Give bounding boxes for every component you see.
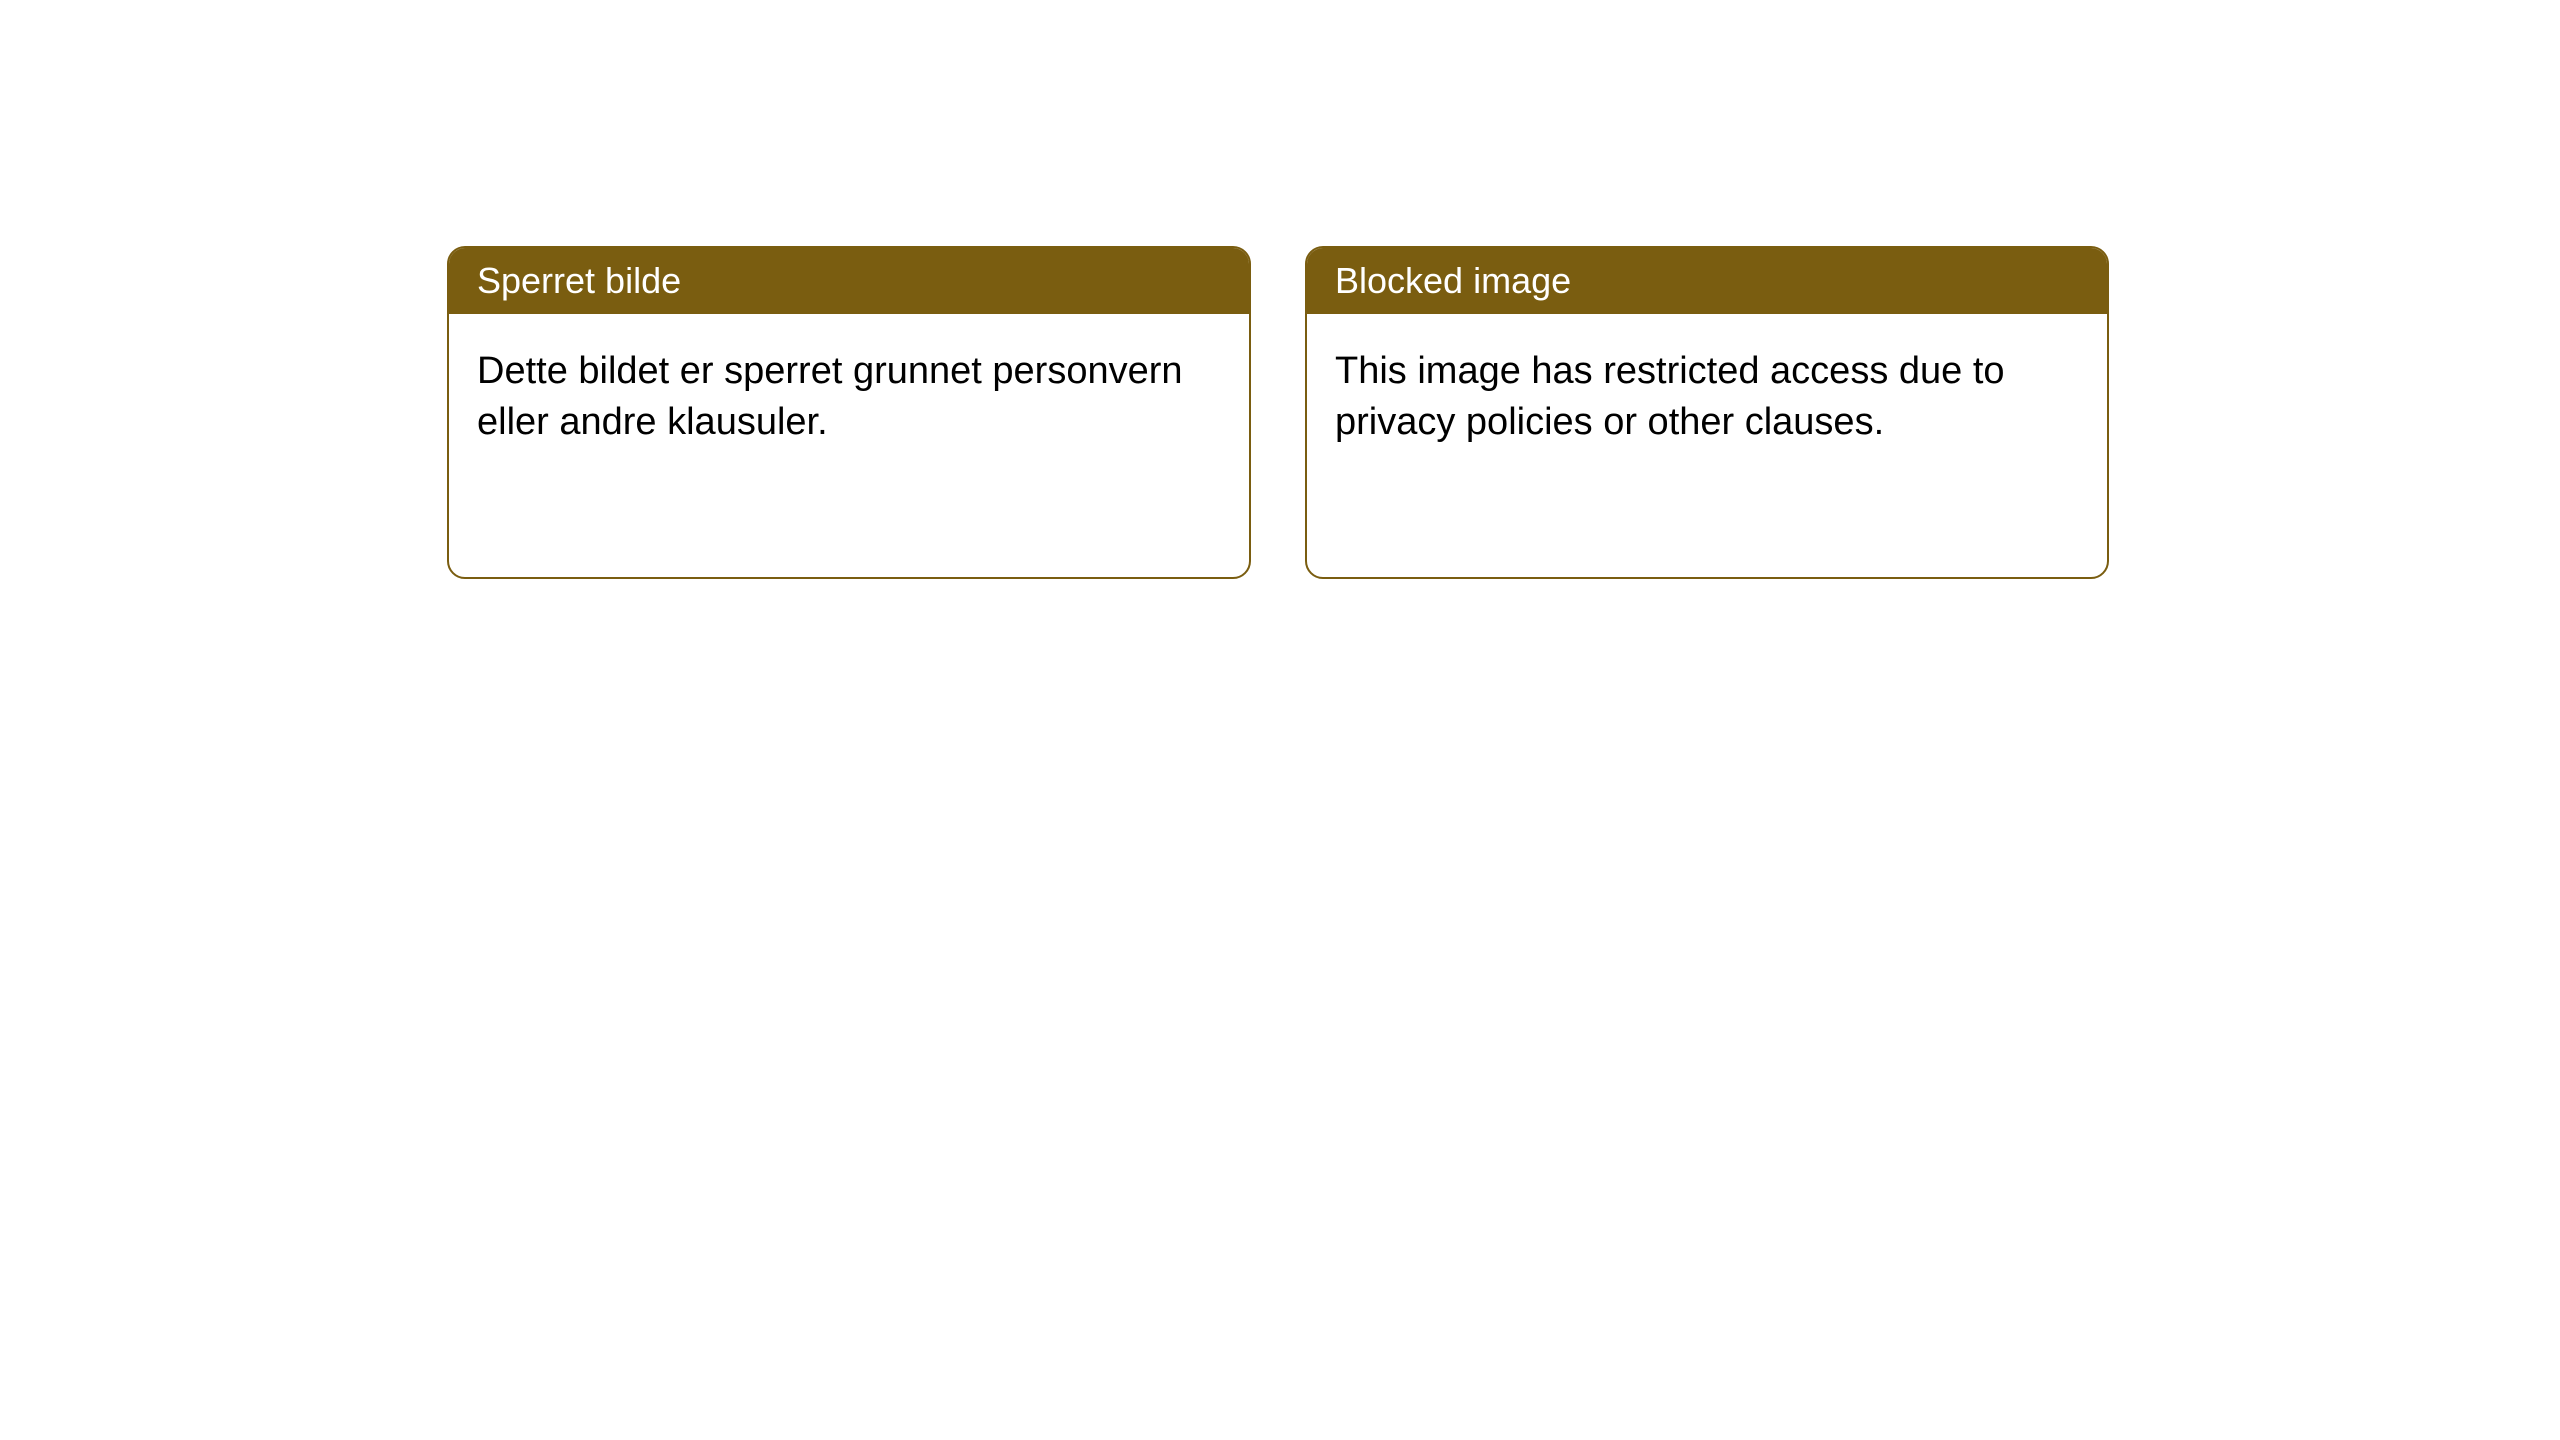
card-body: This image has restricted access due to …: [1307, 314, 2107, 481]
blocked-card-english: Blocked image This image has restricted …: [1305, 246, 2109, 579]
card-title: Blocked image: [1335, 260, 1571, 301]
card-header: Blocked image: [1307, 248, 2107, 314]
card-title: Sperret bilde: [477, 260, 681, 301]
cards-container: Sperret bilde Dette bildet er sperret gr…: [447, 246, 2109, 579]
card-body-text: Dette bildet er sperret grunnet personve…: [477, 350, 1183, 443]
card-body-text: This image has restricted access due to …: [1335, 350, 2005, 443]
card-body: Dette bildet er sperret grunnet personve…: [449, 314, 1249, 481]
card-header: Sperret bilde: [449, 248, 1249, 314]
blocked-card-norwegian: Sperret bilde Dette bildet er sperret gr…: [447, 246, 1251, 579]
